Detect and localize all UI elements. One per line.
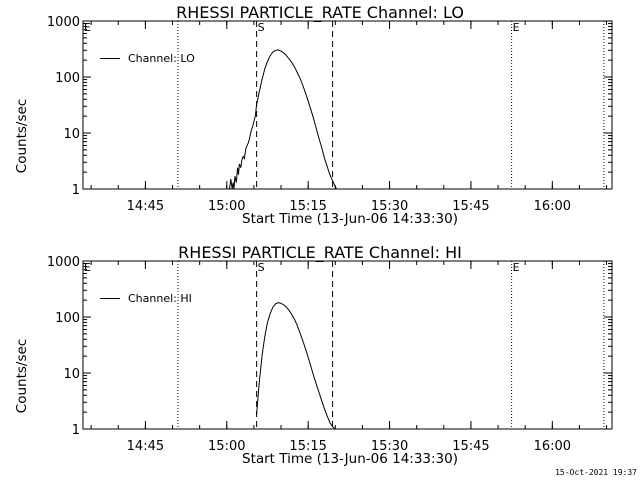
marker-s: S [258, 261, 265, 274]
x-tick-label: 16:00 [534, 439, 571, 454]
x-tick-label: 15:15 [289, 199, 326, 214]
x-tick-label: 15:00 [208, 199, 245, 214]
y-tick-label: 100 [55, 311, 80, 326]
lo-channel-plot-area: 14:45 15:00 15:15 15:30 15:45 16:00 1 10 100 1000… [47, 15, 613, 214]
y-tick-label: 1000 [47, 15, 80, 30]
plot-frame [82, 260, 613, 430]
x-tick-label: 15:30 [371, 199, 408, 214]
x-tick-label: 16:00 [534, 199, 571, 214]
series-line [229, 49, 338, 190]
y-tick-label: 10 [63, 127, 80, 142]
legend: Channel: HI [100, 292, 192, 305]
y-tick-label: 1000 [47, 255, 80, 270]
legend-line-swatch [100, 298, 120, 299]
plot-frame [82, 20, 613, 190]
marker-e-left: E [84, 21, 91, 34]
timestamp-footer: 15-Oct-2021 19:37 [555, 468, 637, 477]
hi-channel-plot-area: 14:45 15:00 15:15 15:30 15:45 16:00 1 10 100 1000… [47, 255, 613, 454]
marker-e-left: E [84, 261, 91, 274]
y-tick-label: 10 [63, 367, 80, 382]
x-axis-label: Start Time (13-Jun-06 14:33:30) [242, 451, 458, 467]
y-axis-label: Counts/sec [14, 98, 30, 174]
series-line [256, 302, 337, 430]
chart-title: RHESSI PARTICLE_RATE Channel: HI [178, 243, 462, 262]
x-tick-label: 15:15 [289, 439, 326, 454]
x-tick-label: 15:30 [371, 439, 408, 454]
legend-label: Channel: HI [128, 292, 192, 305]
chart-title: RHESSI PARTICLE_RATE Channel: LO [176, 3, 464, 22]
x-tick-label: 15:00 [208, 439, 245, 454]
y-axis-label: Counts/sec [14, 338, 30, 414]
x-tick-label: 15:45 [452, 439, 489, 454]
x-axis-label: Start Time (13-Jun-06 14:33:30) [242, 211, 458, 227]
legend: Channel: LO [100, 52, 195, 65]
lo-channel-panel: RHESSI PARTICLE_RATE Channel: LO 14:45 15… [14, 3, 613, 227]
x-tick-label: 14:45 [127, 439, 164, 454]
marker-s: S [258, 21, 265, 34]
marker-e: E [513, 21, 520, 34]
y-tick-label: 1 [72, 183, 80, 198]
marker-e: E [513, 261, 520, 274]
x-tick-label: 14:45 [127, 199, 164, 214]
legend-label: Channel: LO [128, 52, 195, 65]
y-tick-label: 100 [55, 71, 80, 86]
hi-channel-panel: RHESSI PARTICLE_RATE Channel: HI 14:45 15… [0, 240, 640, 480]
y-tick-label: 1 [72, 423, 80, 438]
x-tick-label: 15:45 [452, 199, 489, 214]
legend-line-swatch [100, 58, 120, 59]
